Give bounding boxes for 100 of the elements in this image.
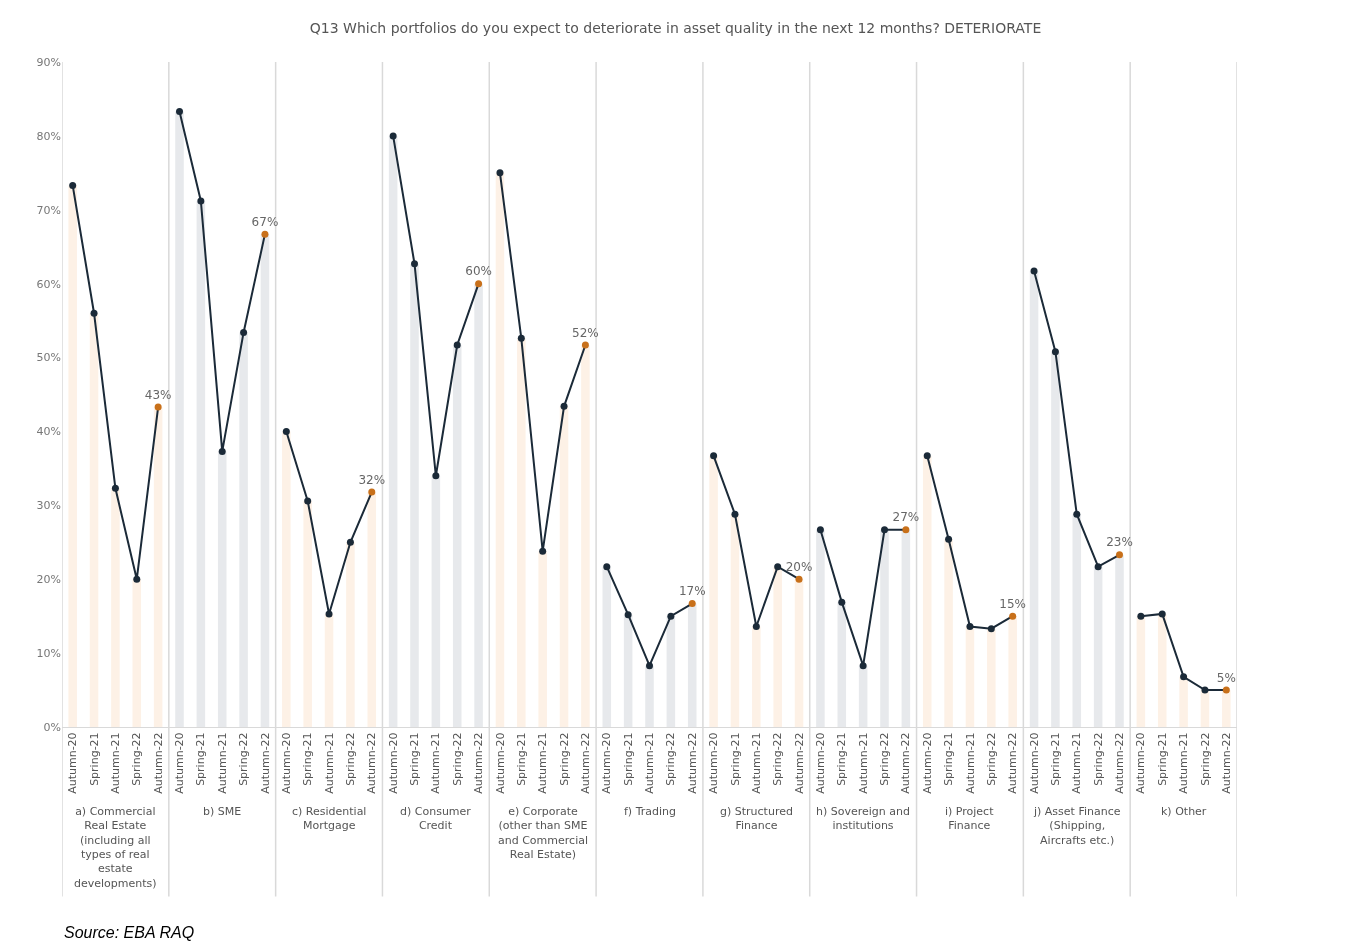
x-tick-label: Autumn-22 (792, 732, 806, 794)
point (411, 260, 418, 268)
x-tick-label: Autumn-20 (386, 732, 400, 794)
x-tick-label: Spring-21 (194, 732, 208, 786)
bar (987, 628, 996, 727)
point (368, 488, 376, 496)
x-tick-label: Autumn-20 (1134, 732, 1148, 794)
bar (388, 135, 398, 727)
point (945, 535, 953, 543)
x-tick-label: Spring-22 (1091, 732, 1105, 786)
x-tick-label: Autumn-21 (429, 732, 443, 794)
point (517, 334, 525, 342)
x-tick-label: Autumn-22 (1219, 732, 1233, 794)
bar (944, 539, 953, 727)
point (304, 497, 312, 505)
bar (324, 613, 334, 727)
data-label: 43% (144, 387, 172, 402)
x-tick-label: Spring-21 (1155, 732, 1169, 786)
bar (410, 263, 419, 727)
x-tick-label: Autumn-21 (322, 732, 336, 794)
text: h) Sovereign and institutions (816, 805, 910, 833)
bar (217, 451, 227, 727)
x-tick-label: Spring-22 (237, 732, 251, 786)
x-tick-label: Spring-21 (728, 732, 742, 786)
point (154, 403, 162, 411)
bar (196, 200, 206, 727)
point (197, 197, 205, 205)
point (624, 611, 632, 619)
point (774, 563, 782, 571)
point (1094, 563, 1102, 571)
point (646, 662, 653, 670)
point (1201, 686, 1209, 694)
x-tick-label: Autumn-22 (578, 732, 592, 794)
x-tick-label: Spring-21 (408, 732, 422, 786)
bar (602, 566, 612, 727)
point (923, 452, 931, 460)
x-tick-label: Autumn-22 (1006, 732, 1020, 794)
point (453, 341, 461, 349)
x-tick-label: Autumn-20 (920, 732, 934, 794)
point (1030, 267, 1038, 275)
point (688, 600, 696, 608)
data-label: 15% (999, 596, 1027, 611)
bar (773, 566, 782, 727)
point (282, 427, 290, 435)
y-tick-label: 30% (36, 499, 61, 513)
bar (111, 488, 120, 727)
text: g) Structured Finance (720, 805, 793, 833)
bar (1051, 351, 1060, 727)
bar (752, 626, 761, 727)
x-tick-label: Autumn-20 (173, 732, 187, 794)
x-tick-label: Autumn-21 (1177, 732, 1191, 794)
bar (517, 338, 526, 727)
point (176, 108, 183, 116)
x-tick-label: Autumn-20 (279, 732, 293, 794)
point (133, 575, 141, 583)
bar (1115, 554, 1124, 727)
point (475, 280, 483, 288)
point (987, 625, 995, 633)
bar (1008, 616, 1017, 727)
point (581, 341, 589, 349)
point (1158, 610, 1166, 618)
point (560, 402, 568, 410)
bar (1136, 616, 1146, 727)
x-tick-label: Autumn-22 (685, 732, 699, 794)
point (838, 598, 846, 606)
x-tick-label: Autumn-21 (643, 732, 657, 794)
bar (901, 529, 911, 727)
bar (730, 514, 740, 727)
data-label: 52% (572, 325, 599, 340)
x-tick-label: Autumn-22 (151, 732, 165, 794)
y-tick-label: 70% (36, 203, 61, 217)
bar (1222, 690, 1231, 727)
point (752, 623, 760, 631)
bar (452, 344, 462, 727)
data-label: 27% (892, 510, 920, 525)
bar (346, 542, 355, 727)
point (902, 526, 910, 534)
point (1137, 612, 1145, 620)
point (90, 309, 98, 317)
point (496, 169, 504, 177)
x-tick-label: Autumn-21 (215, 732, 229, 794)
point (69, 181, 77, 189)
x-tick-label: Autumn-22 (258, 732, 272, 794)
bar (1093, 566, 1103, 727)
text: b) SME (203, 805, 242, 818)
bar (153, 407, 163, 727)
bar (132, 579, 142, 727)
point (1073, 510, 1081, 518)
x-tick-label: Spring-21 (942, 732, 956, 786)
point (432, 472, 440, 480)
point (881, 526, 888, 534)
x-tick-label: Spring-22 (984, 732, 998, 786)
point (710, 452, 718, 460)
point (325, 610, 333, 618)
data-label: 67% (251, 214, 279, 229)
bar (1157, 613, 1167, 727)
bar (495, 172, 505, 727)
point (218, 447, 226, 455)
bar (474, 283, 483, 727)
bar (367, 492, 377, 727)
